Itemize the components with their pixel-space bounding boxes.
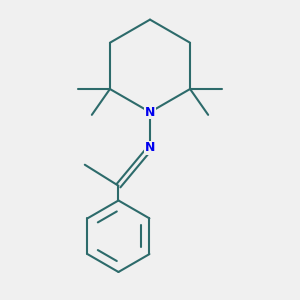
Text: N: N (145, 141, 155, 154)
Text: N: N (145, 106, 155, 118)
